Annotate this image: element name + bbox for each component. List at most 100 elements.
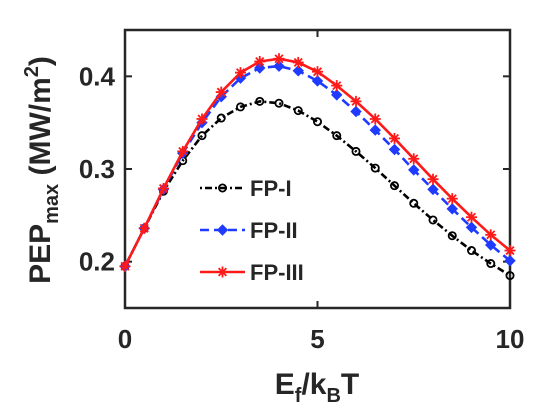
series-line xyxy=(123,64,511,267)
data-point xyxy=(389,132,400,144)
data-point xyxy=(350,95,362,107)
star-stroke xyxy=(447,194,457,204)
data-point xyxy=(235,102,245,112)
legend-marker xyxy=(216,224,229,236)
legend-label: FP-III xyxy=(250,260,304,285)
data-point xyxy=(254,56,266,68)
data-point xyxy=(158,182,169,194)
data-point xyxy=(447,231,457,241)
data-point xyxy=(331,89,343,101)
y-tick-label: 0.3 xyxy=(79,154,115,184)
data-point xyxy=(427,183,439,196)
data-point xyxy=(408,153,420,165)
star-stroke xyxy=(274,54,284,64)
data-point xyxy=(274,98,284,108)
star-stroke xyxy=(139,223,149,233)
data-point xyxy=(197,131,207,141)
x-axis-title: Ef/kBT xyxy=(275,368,360,407)
data-point xyxy=(331,80,343,92)
data-point xyxy=(466,246,476,256)
data-point xyxy=(215,86,227,98)
series-layer xyxy=(119,53,516,281)
data-point xyxy=(446,193,458,205)
series-fp-i xyxy=(120,96,515,281)
data-point xyxy=(138,222,150,234)
star-stroke xyxy=(158,183,169,193)
plot-area xyxy=(123,28,512,310)
star-stroke xyxy=(505,246,515,256)
star-stroke xyxy=(370,114,380,124)
data-point xyxy=(292,65,304,77)
data-point xyxy=(504,255,516,267)
data-point xyxy=(428,215,438,225)
star-stroke xyxy=(120,261,130,271)
data-point xyxy=(293,106,303,116)
data-point xyxy=(427,173,439,185)
data-point xyxy=(312,117,322,127)
data-point xyxy=(273,53,285,65)
data-point xyxy=(409,198,419,208)
legend-label: FP-I xyxy=(250,176,292,201)
data-point xyxy=(505,271,515,281)
data-point xyxy=(119,260,131,272)
data-point xyxy=(311,75,324,87)
star-stroke xyxy=(332,81,342,91)
data-point xyxy=(196,113,208,125)
data-point xyxy=(485,239,497,251)
data-point xyxy=(466,211,477,223)
data-point xyxy=(408,164,420,176)
star-stroke xyxy=(216,87,226,97)
legend-entry: FP-I xyxy=(200,176,292,201)
data-point xyxy=(465,221,478,234)
legend-entry: FP-II xyxy=(200,218,298,243)
x-tick-label: 5 xyxy=(310,324,324,354)
data-point xyxy=(273,60,285,72)
x-tick-label: 10 xyxy=(496,324,525,354)
data-point xyxy=(177,145,189,157)
data-point xyxy=(485,229,497,241)
data-point xyxy=(369,124,381,136)
star-stroke xyxy=(389,133,400,143)
star-stroke xyxy=(409,154,419,164)
x-tick-label: 0 xyxy=(118,324,132,354)
data-point xyxy=(235,67,246,79)
y-tick-label: 0.4 xyxy=(79,61,116,91)
legend-label: FP-II xyxy=(250,218,298,243)
series-fp-iii xyxy=(119,53,516,272)
star-stroke xyxy=(178,146,188,156)
tick-labels: 0 5 10 0.2 0.3 0.4 xyxy=(79,61,525,354)
star-stroke xyxy=(486,230,496,240)
data-point xyxy=(351,146,361,156)
data-point xyxy=(504,245,516,257)
legend: FP-I FP-II FP-III xyxy=(200,176,304,285)
star-stroke xyxy=(255,56,265,67)
legend-marker xyxy=(217,183,227,193)
data-point xyxy=(486,259,496,269)
star-stroke xyxy=(293,57,303,67)
legend-marker xyxy=(217,266,228,278)
data-point xyxy=(312,66,323,78)
data-point xyxy=(446,203,458,215)
data-point xyxy=(389,181,399,191)
star-stroke xyxy=(466,212,477,222)
star-stroke xyxy=(235,68,246,78)
data-point xyxy=(369,113,381,125)
star-stroke xyxy=(428,174,438,184)
data-point xyxy=(388,143,401,156)
data-point xyxy=(216,113,226,123)
star-stroke xyxy=(197,114,207,124)
data-point xyxy=(332,131,342,141)
data-point xyxy=(254,62,266,74)
data-point xyxy=(255,96,265,106)
star-stroke xyxy=(217,267,228,277)
y-axis-title: PEPmax (MW/m2) xyxy=(21,56,63,284)
star-stroke xyxy=(312,67,323,77)
data-point xyxy=(370,163,380,173)
series-line xyxy=(123,100,511,277)
star-stroke xyxy=(351,96,361,106)
data-point xyxy=(350,105,362,118)
y-tick-label: 0.2 xyxy=(79,247,115,277)
data-point xyxy=(292,56,304,68)
legend-entry: FP-III xyxy=(200,260,304,285)
